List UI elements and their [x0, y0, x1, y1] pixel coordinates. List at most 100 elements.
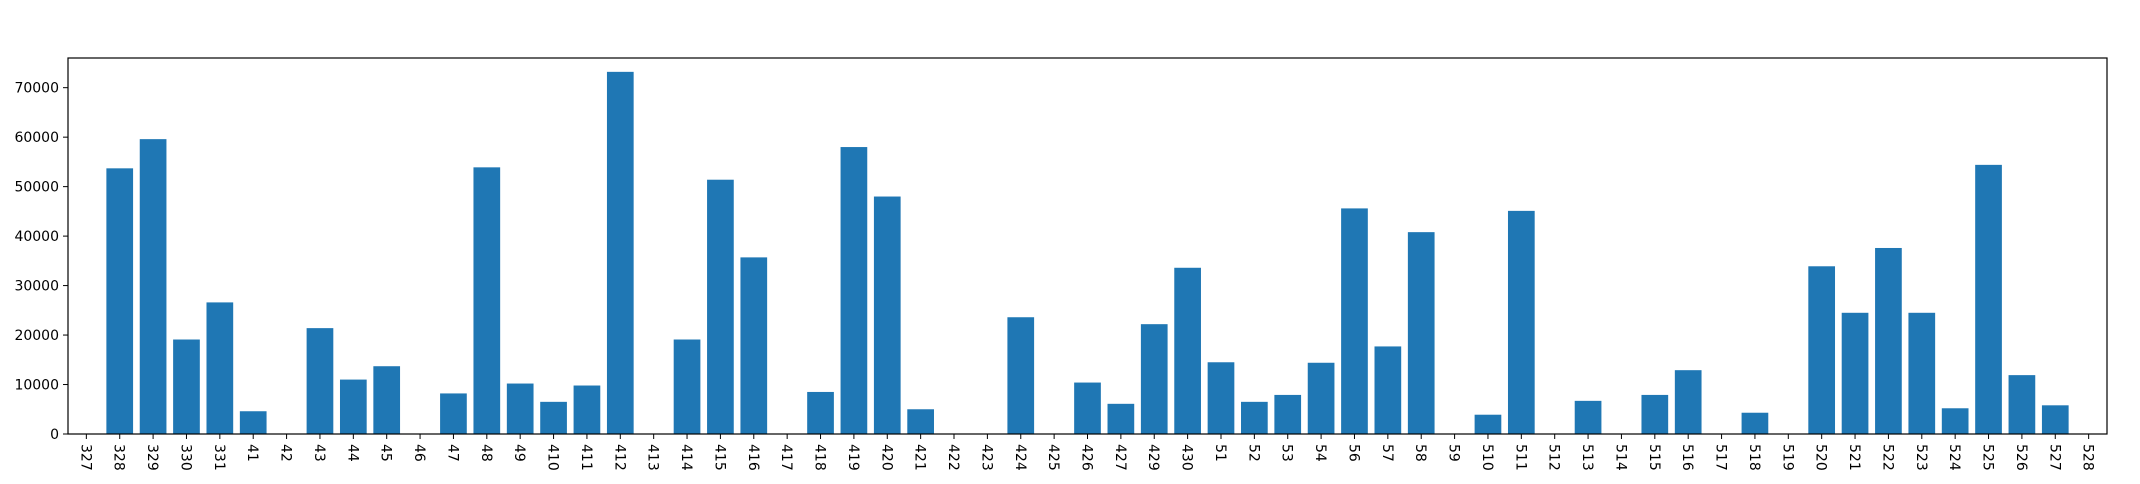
x-tick-label: 513	[1579, 444, 1595, 471]
bar-515	[1641, 394, 1669, 434]
bar-525	[1975, 164, 2002, 435]
x-tick-label: 416	[745, 444, 761, 471]
x-tick-label: 429	[1145, 444, 1161, 471]
x-tick-label: 47	[444, 444, 460, 462]
y-tick-label: 60000	[14, 130, 59, 146]
y-tick-label: 10000	[14, 378, 59, 394]
x-tick-label: 528	[2080, 444, 2096, 471]
y-tick-label: 0	[50, 427, 59, 443]
bar-418	[807, 391, 834, 434]
x-tick-label: 421	[912, 444, 928, 471]
plot-frame	[67, 57, 2108, 435]
y-tick-label: 30000	[14, 279, 59, 295]
x-tick-label: 52	[1245, 444, 1261, 462]
bar-523	[1908, 312, 1936, 434]
bar-45	[373, 366, 401, 434]
x-tick-label: 516	[1679, 444, 1695, 471]
bar-57	[1374, 346, 1402, 434]
x-tick-label: 423	[978, 444, 994, 471]
bar-49	[506, 383, 534, 434]
x-tick-label: 426	[1079, 444, 1095, 471]
bar-56	[1341, 208, 1368, 434]
x-tick-label: 415	[711, 444, 727, 471]
x-tick-label: 58	[1412, 444, 1428, 462]
bar-54	[1307, 362, 1335, 434]
x-tick-label: 510	[1479, 444, 1495, 471]
x-tick-label: 410	[545, 444, 561, 471]
x-tick-label: 522	[1879, 444, 1895, 471]
bar-41	[239, 411, 267, 434]
x-tick-label: 329	[144, 444, 160, 471]
bar-411	[573, 385, 601, 434]
x-tick-label: 327	[77, 444, 93, 471]
x-tick-label: 328	[111, 444, 127, 471]
x-tick-label: 53	[1279, 444, 1295, 462]
x-tick-label: 515	[1646, 444, 1662, 471]
bar-516	[1674, 370, 1702, 434]
x-tick-label: 413	[645, 444, 661, 471]
bar-43	[306, 328, 334, 434]
x-tick-label: 419	[845, 444, 861, 471]
y-tick-label: 20000	[14, 328, 59, 344]
x-tick-label: 49	[511, 444, 527, 462]
bars-group	[106, 71, 2069, 435]
bar-527	[2041, 405, 2069, 434]
x-tick-label: 56	[1345, 444, 1361, 462]
bar-426	[1074, 382, 1101, 434]
bar-513	[1574, 400, 1602, 434]
bar-424	[1007, 317, 1035, 434]
bar-330	[173, 339, 200, 434]
x-tick-label: 59	[1446, 444, 1462, 462]
bar-520	[1808, 266, 1836, 434]
x-tick-label: 411	[578, 444, 594, 471]
x-tick-label: 521	[1846, 444, 1862, 471]
x-tick-label: 54	[1312, 444, 1328, 462]
bar-419	[840, 147, 868, 435]
x-tick-label: 524	[1946, 444, 1962, 471]
bar-410	[540, 401, 567, 434]
x-tick-label: 330	[177, 444, 193, 471]
bar-510	[1474, 414, 1502, 434]
x-tick-label: 520	[1813, 444, 1829, 471]
x-tick-label: 42	[278, 444, 294, 462]
bar-44	[339, 379, 367, 434]
bar-415	[707, 179, 734, 434]
bar-420	[873, 196, 901, 434]
bar-430	[1174, 267, 1201, 434]
x-tick-label: 424	[1012, 444, 1028, 471]
x-tick-label: 526	[2013, 444, 2029, 471]
bar-427	[1107, 403, 1135, 434]
bar-412	[606, 71, 634, 434]
x-tick-label: 430	[1179, 444, 1195, 471]
x-tick-label: 418	[812, 444, 828, 471]
x-tick-label: 527	[2046, 444, 2062, 471]
y-tick-label: 70000	[14, 81, 59, 97]
y-tick-label: 50000	[14, 180, 59, 196]
bar-416	[740, 257, 768, 434]
x-tick-label: 412	[611, 444, 627, 471]
bar-522	[1875, 247, 1902, 434]
x-tick-label: 422	[945, 444, 961, 471]
bar-511	[1507, 210, 1535, 434]
bar-51	[1207, 362, 1235, 434]
x-tick-label: 519	[1779, 444, 1795, 471]
x-tick-label: 514	[1612, 444, 1628, 471]
x-tick-label: 48	[478, 444, 494, 462]
x-tick-label: 46	[411, 444, 427, 462]
bar-521	[1841, 312, 1869, 434]
x-tick-label: 511	[1512, 444, 1528, 471]
x-tick-label: 420	[878, 444, 894, 471]
y-axis: 0 10000 20000 30000 40000 50000 60000 70000	[14, 81, 68, 443]
x-tick-label: 44	[344, 444, 360, 462]
x-tick-label: 427	[1112, 444, 1128, 471]
x-tick-label: 414	[678, 444, 694, 471]
bar-58	[1407, 232, 1435, 434]
bar-328	[106, 168, 134, 434]
bar-429	[1140, 324, 1168, 434]
bar-518	[1741, 412, 1769, 434]
x-tick-label: 417	[778, 444, 794, 471]
x-tick-label: 51	[1212, 444, 1228, 462]
x-tick-label: 525	[1980, 444, 1996, 471]
x-tick-label: 523	[1913, 444, 1929, 471]
